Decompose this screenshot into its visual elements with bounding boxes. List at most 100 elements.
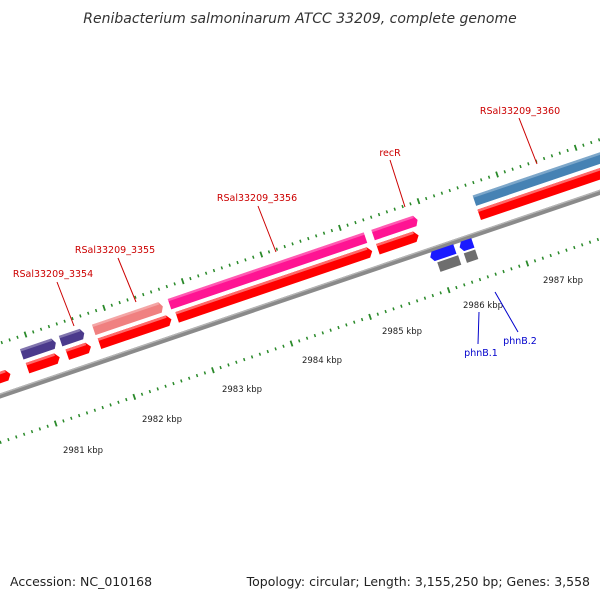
- tick-minor: [70, 416, 73, 420]
- gene-arrow: [472, 141, 600, 206]
- tick-minor: [456, 186, 459, 190]
- gene-arrow: [459, 238, 475, 252]
- tick-major: [102, 304, 106, 311]
- tick-minor: [46, 424, 49, 428]
- tick-minor: [313, 333, 317, 338]
- tick-minor: [470, 280, 474, 284]
- tick-minor: [203, 371, 207, 375]
- tick-minor: [204, 271, 208, 275]
- tick-major: [416, 198, 421, 205]
- tick-major: [525, 260, 530, 267]
- tick-minor: [109, 403, 112, 407]
- tick-minor: [542, 156, 546, 161]
- gene-label-phnb2: phnB.2: [503, 336, 537, 347]
- cds-row: [0, 155, 600, 395]
- tick-minor: [149, 290, 153, 294]
- tick-minor: [172, 381, 175, 386]
- tick-minor: [550, 154, 554, 158]
- gene-arrow: [19, 338, 56, 360]
- tick-minor: [582, 143, 585, 147]
- gene-label-rsal33209-3360: RSal33209_3360: [480, 106, 560, 117]
- tick-minor: [165, 284, 169, 289]
- gene-label-phnb1: phnB.1: [464, 348, 498, 359]
- tick-minor: [439, 291, 442, 295]
- tick-minor: [228, 263, 231, 267]
- gene-arrow: [167, 232, 368, 310]
- tick-minor: [87, 311, 90, 315]
- kbp-labels: 2981 kbp 2982 kbp 2983 kbp 2984 kbp 2985…: [63, 276, 583, 456]
- tick-minor: [596, 237, 600, 242]
- tick-minor: [267, 250, 271, 254]
- tick-minor: [8, 338, 11, 342]
- tick-minor: [55, 322, 58, 326]
- kbp-label: 2987 kbp: [543, 276, 583, 286]
- tick-minor: [549, 253, 552, 258]
- tick-minor: [409, 202, 412, 206]
- tick-minor: [463, 283, 466, 287]
- tick-minor: [527, 162, 530, 166]
- tick-minor: [314, 234, 318, 238]
- tick-minor: [337, 325, 340, 330]
- tick-minor: [173, 282, 176, 286]
- accession-text: Accession: NC_010168: [10, 574, 152, 589]
- tick-minor: [156, 387, 159, 391]
- tick-minor: [282, 344, 285, 348]
- callout-line: [477, 311, 480, 345]
- tick-minor: [478, 277, 482, 282]
- tick-minor: [346, 223, 349, 227]
- tick-minor: [541, 256, 545, 260]
- tick-major: [338, 224, 342, 231]
- gene-arrow: [371, 215, 418, 241]
- tick-major: [495, 171, 499, 178]
- tick-minor: [32, 330, 35, 334]
- tick-minor: [566, 148, 569, 153]
- tick-major: [446, 287, 451, 294]
- kbp-label: 2982 kbp: [142, 415, 182, 425]
- tick-minor: [22, 432, 26, 436]
- tick-minor: [519, 164, 522, 169]
- callout-line: [56, 281, 75, 327]
- tick-minor: [47, 324, 51, 329]
- tick-minor: [565, 248, 568, 252]
- tick-minor: [134, 295, 137, 299]
- tick-minor: [590, 140, 593, 145]
- tick-minor: [250, 355, 254, 359]
- tick-minor: [580, 243, 584, 247]
- kbp-label: 2984 kbp: [302, 356, 342, 366]
- gene-label-rsal33209-3355: RSal33209_3355: [75, 245, 155, 256]
- gene-label-recr: recR: [379, 148, 401, 159]
- tick-row-upper: [0, 138, 600, 345]
- tick-minor: [558, 151, 561, 155]
- tick-minor: [197, 274, 200, 278]
- tick-minor: [110, 303, 114, 307]
- tick-minor: [298, 339, 301, 343]
- tick-minor: [101, 405, 104, 410]
- tick-minor: [39, 327, 43, 331]
- tick-minor: [494, 272, 497, 276]
- tick-minor: [503, 170, 506, 174]
- tick-row-lower: [0, 237, 600, 444]
- callout-line: [117, 257, 137, 303]
- tick-minor: [274, 347, 277, 351]
- tick-minor: [329, 328, 332, 332]
- cds-row-shine: [0, 155, 600, 387]
- tick-minor: [258, 352, 262, 356]
- tick-minor: [142, 292, 145, 297]
- tick-minor: [157, 287, 161, 291]
- tick-minor: [345, 323, 348, 327]
- tick-minor: [376, 312, 380, 316]
- tick-minor: [236, 260, 239, 265]
- map-title: Renibacterium salmoninarum ATCC 33209, c…: [83, 11, 516, 27]
- tick-minor: [369, 215, 373, 219]
- gene-row: [19, 141, 600, 360]
- tick-minor: [385, 210, 389, 214]
- gene-arrow: [58, 328, 85, 347]
- tick-minor: [189, 276, 192, 281]
- cds-arrow: [175, 247, 373, 323]
- callout-line: [257, 205, 277, 253]
- callout-line: [494, 291, 519, 333]
- tick-major: [211, 367, 215, 374]
- reverse-genes: [430, 238, 479, 272]
- gene-block: [437, 255, 462, 272]
- tick-minor: [518, 264, 521, 268]
